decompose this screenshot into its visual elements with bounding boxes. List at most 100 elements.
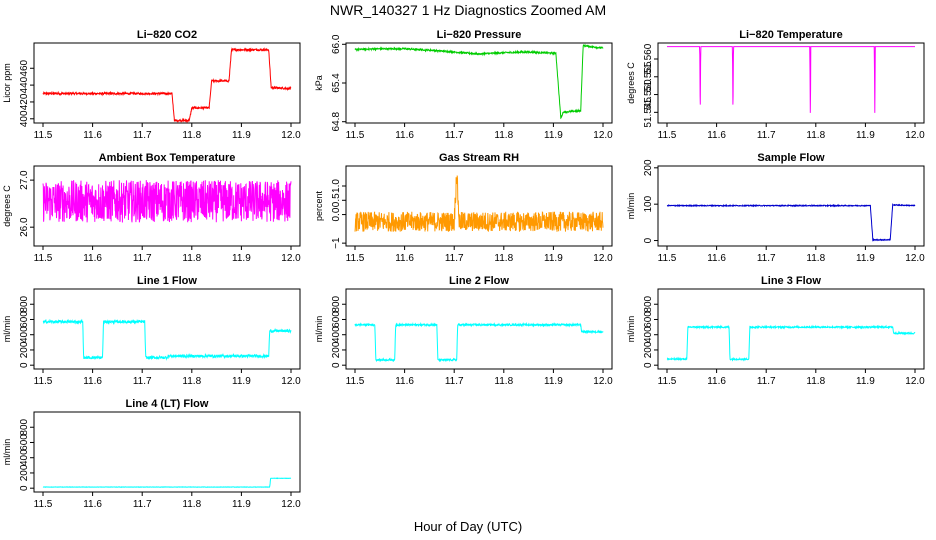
- x-tick-label: 11.6: [83, 130, 102, 141]
- x-tick-label: 11.8: [182, 253, 201, 264]
- y-axis-label: Licor ppm: [2, 63, 12, 103]
- x-tick-label: 12.0: [281, 499, 301, 510]
- x-tick-label: 11.9: [856, 253, 875, 264]
- y-tick-label: 51.545: [643, 97, 654, 128]
- x-tick-label: 12.0: [905, 253, 925, 264]
- x-tick-label: 11.5: [346, 130, 365, 141]
- x-tick-label: 11.6: [83, 499, 102, 510]
- panel-title: Li−820 Temperature: [739, 29, 842, 41]
- y-axis-label: ml/min: [626, 193, 636, 220]
- x-tick-label: 11.7: [445, 376, 464, 387]
- y-tick-label: 400: [19, 110, 30, 127]
- x-tick-label: 11.6: [83, 253, 102, 264]
- panel-1: Li−820 CO2 11.5 11.6 11.7 11.8 11.9 12.0 400420…: [2, 29, 301, 141]
- panel-4: Ambient Box Temperature 11.5 11.6 11.7 11.8 1…: [2, 152, 301, 264]
- x-tick-label: 11.9: [544, 376, 563, 387]
- y-axis-label: ml/min: [2, 316, 12, 343]
- series-line: [42, 47, 292, 124]
- x-tick-label: 11.9: [232, 130, 251, 141]
- y-tick-label: 800: [19, 418, 30, 435]
- x-tick-label: 11.9: [544, 130, 563, 141]
- panel-8: Line 2 Flow 11.5 11.6 11.7 11.8 11.9 12.0 0 2004…: [314, 275, 613, 387]
- plot-frame: [657, 42, 925, 124]
- x-tick-label: 11.5: [34, 376, 53, 387]
- x-tick-label: 12.0: [281, 130, 301, 141]
- panel-5: Gas Stream RH 11.5 11.6 11.7 11.8 11.9 12.0 −1 0…: [314, 152, 613, 264]
- x-tick-label: 11.9: [232, 253, 251, 264]
- series-line: [42, 318, 292, 361]
- y-axis-label: degrees C: [2, 185, 12, 227]
- y-axis-label: percent: [314, 190, 324, 221]
- x-tick-label: 11.8: [182, 130, 201, 141]
- x-tick-label: 11.9: [544, 253, 563, 264]
- x-tick-label: 11.8: [806, 253, 825, 264]
- y-tick-label: 800: [331, 295, 342, 312]
- series-line: [354, 43, 604, 120]
- y-tick-label: 600: [331, 311, 342, 328]
- x-tick-label: 11.6: [395, 130, 414, 141]
- series-line: [42, 477, 292, 488]
- x-tick-label: 11.8: [806, 376, 825, 387]
- y-tick-label: 100: [643, 195, 654, 212]
- x-tick-label: 11.6: [395, 376, 414, 387]
- x-tick-label: 11.5: [34, 130, 53, 141]
- y-tick-label: 200: [643, 159, 654, 176]
- y-tick-label: 51.560: [643, 43, 654, 74]
- x-tick-label: 11.8: [182, 376, 201, 387]
- y-tick-label: 26.0: [19, 217, 30, 237]
- x-tick-label: 11.7: [445, 130, 464, 141]
- x-tick-label: 12.0: [593, 130, 613, 141]
- series-line: [354, 175, 604, 232]
- x-tick-label: 11.7: [133, 253, 152, 264]
- y-tick-label: 51.550: [643, 79, 654, 110]
- x-tick-label: 12.0: [593, 253, 613, 264]
- x-tick-label: 12.0: [281, 253, 301, 264]
- plot-frame: [345, 165, 613, 247]
- x-tick-label: 11.6: [83, 376, 102, 387]
- plot-frame: [33, 411, 301, 493]
- plot-frame: [33, 42, 301, 124]
- y-axis-label: kPa: [314, 75, 324, 91]
- x-tick-label: 11.8: [182, 499, 201, 510]
- x-tick-label: 11.5: [658, 376, 677, 387]
- y-tick-label: 400: [19, 326, 30, 343]
- y-tick-label: 420: [19, 93, 30, 110]
- panel-10: Line 4 (LT) Flow 11.5 11.6 11.7 11.8 11.9 12.0…: [2, 398, 301, 510]
- plot-frame: [657, 288, 925, 370]
- x-tick-label: 12.0: [905, 130, 925, 141]
- x-tick-label: 11.9: [856, 376, 875, 387]
- series-line: [666, 202, 916, 242]
- y-tick-label: −1: [331, 237, 342, 249]
- panel-3: Li−820 Temperature 11.5 11.6 11.7 11.8 11.9 12…: [626, 29, 925, 141]
- y-tick-label: 600: [643, 311, 654, 328]
- y-axis-label: degrees C: [626, 62, 636, 104]
- panel-title: Line 2 Flow: [449, 275, 509, 287]
- x-tick-label: 11.7: [757, 130, 776, 141]
- series-line: [354, 321, 604, 363]
- x-tick-label: 12.0: [593, 376, 613, 387]
- x-tick-label: 11.9: [232, 376, 251, 387]
- y-tick-label: 200: [643, 341, 654, 358]
- y-tick-label: 64.8: [331, 112, 342, 132]
- x-tick-label: 11.6: [707, 376, 726, 387]
- y-tick-label: 600: [19, 434, 30, 451]
- x-tick-label: 11.7: [757, 376, 776, 387]
- panel-2: Li−820 Pressure 11.5 11.6 11.7 11.8 11.9 12.0 6…: [314, 29, 613, 141]
- x-tick-label: 11.9: [232, 499, 251, 510]
- x-tick-label: 11.8: [806, 130, 825, 141]
- panel-9: Line 3 Flow 11.5 11.6 11.7 11.8 11.9 12.0 0 2004…: [626, 275, 925, 387]
- series-line: [667, 46, 915, 113]
- panel-title: Line 4 (LT) Flow: [126, 398, 209, 410]
- x-tick-label: 11.8: [494, 376, 513, 387]
- x-tick-label: 11.5: [658, 130, 677, 141]
- y-tick-label: 800: [19, 295, 30, 312]
- y-tick-label: 400: [331, 326, 342, 343]
- y-tick-label: 200: [19, 341, 30, 358]
- x-tick-label: 11.6: [707, 253, 726, 264]
- y-tick-label: 51.555: [643, 61, 654, 92]
- series-line: [42, 180, 292, 223]
- y-tick-label: 1.0: [331, 179, 342, 193]
- panel-title: Li−820 CO2: [137, 29, 197, 41]
